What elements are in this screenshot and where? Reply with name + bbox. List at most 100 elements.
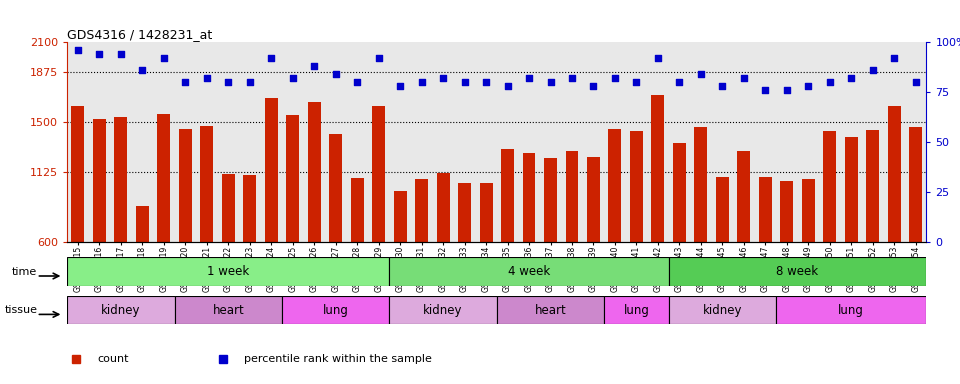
- Bar: [415, 179, 428, 322]
- Bar: [67, 296, 175, 324]
- Bar: [179, 129, 192, 322]
- Point: [436, 75, 451, 81]
- Bar: [458, 183, 471, 322]
- Bar: [372, 106, 385, 322]
- Point: [457, 79, 472, 85]
- Text: kidney: kidney: [101, 304, 141, 316]
- Bar: [716, 177, 729, 322]
- Point: [757, 87, 773, 93]
- Point: [478, 79, 493, 85]
- Bar: [544, 158, 557, 322]
- Bar: [157, 114, 170, 322]
- Bar: [394, 191, 407, 322]
- Point: [865, 67, 880, 73]
- Bar: [824, 131, 836, 322]
- Text: percentile rank within the sample: percentile rank within the sample: [244, 354, 432, 364]
- Point: [393, 83, 408, 89]
- Point: [714, 83, 730, 89]
- Bar: [845, 137, 857, 322]
- Bar: [265, 98, 277, 322]
- Text: 4 week: 4 week: [508, 265, 550, 278]
- Bar: [497, 296, 604, 324]
- Point: [113, 51, 129, 57]
- Point: [822, 79, 837, 85]
- Text: heart: heart: [212, 304, 244, 316]
- Point: [672, 79, 687, 85]
- Bar: [114, 117, 128, 322]
- Bar: [329, 134, 342, 322]
- Text: lung: lung: [323, 304, 348, 316]
- Bar: [390, 296, 497, 324]
- Point: [886, 55, 901, 61]
- Bar: [609, 129, 621, 322]
- Bar: [565, 151, 579, 322]
- Point: [328, 71, 344, 77]
- Bar: [308, 102, 321, 322]
- Bar: [673, 143, 685, 322]
- Bar: [737, 151, 751, 322]
- Bar: [437, 173, 449, 322]
- Text: time: time: [12, 267, 36, 277]
- Bar: [175, 296, 282, 324]
- Bar: [780, 181, 793, 322]
- Point: [264, 55, 279, 61]
- Point: [908, 79, 924, 85]
- Point: [285, 75, 300, 81]
- Bar: [501, 149, 514, 322]
- Point: [542, 79, 558, 85]
- Bar: [282, 296, 390, 324]
- Text: 8 week: 8 week: [777, 265, 819, 278]
- Text: kidney: kidney: [423, 304, 463, 316]
- Point: [242, 79, 257, 85]
- Point: [844, 75, 859, 81]
- Bar: [350, 178, 364, 322]
- Point: [92, 51, 108, 57]
- Point: [629, 79, 644, 85]
- Bar: [93, 119, 106, 322]
- Bar: [480, 183, 492, 322]
- Bar: [286, 116, 300, 322]
- Point: [564, 75, 580, 81]
- Bar: [136, 206, 149, 322]
- Bar: [866, 130, 879, 322]
- Point: [349, 79, 365, 85]
- Bar: [67, 257, 390, 286]
- Point: [736, 75, 752, 81]
- Text: lung: lung: [838, 304, 864, 316]
- Point: [156, 55, 172, 61]
- Text: tissue: tissue: [5, 305, 37, 315]
- Point: [500, 83, 516, 89]
- Point: [306, 63, 322, 69]
- Point: [650, 55, 665, 61]
- Bar: [776, 296, 926, 324]
- Point: [371, 55, 386, 61]
- Bar: [888, 106, 900, 322]
- Point: [414, 79, 429, 85]
- Bar: [587, 157, 600, 322]
- Point: [199, 75, 214, 81]
- Point: [178, 79, 193, 85]
- Bar: [522, 153, 536, 322]
- Text: GDS4316 / 1428231_at: GDS4316 / 1428231_at: [67, 28, 212, 41]
- Point: [586, 83, 601, 89]
- Bar: [222, 174, 235, 322]
- Point: [801, 83, 816, 89]
- Bar: [909, 127, 923, 322]
- Text: heart: heart: [535, 304, 566, 316]
- Point: [608, 75, 623, 81]
- Bar: [652, 96, 664, 322]
- Point: [134, 67, 150, 73]
- Bar: [758, 177, 772, 322]
- Point: [70, 47, 85, 53]
- Bar: [630, 131, 643, 322]
- Bar: [802, 179, 815, 322]
- Text: 1 week: 1 week: [207, 265, 250, 278]
- Bar: [243, 175, 256, 322]
- Bar: [201, 126, 213, 322]
- Bar: [71, 106, 84, 322]
- Bar: [604, 296, 669, 324]
- Point: [221, 79, 236, 85]
- Point: [780, 87, 795, 93]
- Point: [693, 71, 708, 77]
- Bar: [669, 296, 776, 324]
